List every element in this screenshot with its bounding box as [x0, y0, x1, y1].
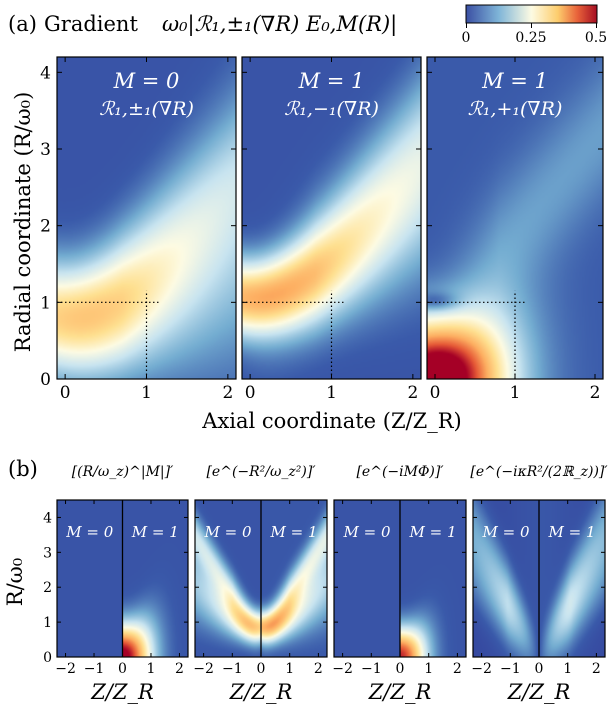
panel-a-heatmap-0: 0 1 2 0 1 2 3 4 M = 0 ℛ₁,±₁(∇R) — [40, 56, 237, 403]
panel-b-xtick-1-4: 2 — [314, 661, 323, 677]
panel-a-xtick-1-0: 0 — [245, 383, 256, 403]
panel-a-xtick-1-2: 2 — [407, 383, 418, 403]
panel-a-M-label-1: M = 1 — [298, 69, 365, 93]
panel-b-xtick-3-3: 1 — [563, 661, 572, 677]
panel-b-xtick-2-1: −1 — [361, 661, 382, 677]
panel-b-xtick-0-3: 1 — [147, 661, 156, 677]
panel-b-xtick-2-2: 0 — [396, 661, 405, 677]
panel-a-heatmap-1: 0 1 2 M = 1 ℛ₁,−₁(∇R) — [241, 56, 422, 403]
panel-b-xtick-3-1: −1 — [500, 661, 521, 677]
panel-a-ytick-4: 4 — [40, 63, 51, 83]
panel-b-xlabel-2: Z/Z_R — [368, 680, 432, 704]
panel-a-ylabel: Radial coordinate (R/ω₀) — [11, 92, 35, 353]
panel-a-ytick-2: 2 — [40, 217, 51, 237]
panel-b-xtick-1-1: −1 — [222, 661, 243, 677]
panel-b-left-label-2: M = 0 — [342, 523, 390, 541]
panel-a-M-label-0: M = 0 — [113, 69, 180, 93]
panel-b-heatmaps: −2 −1 0 1 2 0 1 2 3 4 M = 0 M = 1 [(R/ω_z)^|M|]′ Z/Z_… — [43, 464, 608, 704]
panel-b-right-label-2: M = 1 — [408, 523, 456, 541]
panel-a-ytick-0: 0 — [40, 370, 51, 390]
panel-b-xtick-1-3: 1 — [285, 661, 294, 677]
panel-a-xtick-0-1: 1 — [141, 383, 152, 403]
panel-a-title-math: ω₀|ℛ₁,±₁(∇R) E₀,M(R)| — [162, 12, 397, 37]
panel-b-ytick-3: 3 — [43, 545, 52, 561]
panel-a-xtick-2-0: 0 — [430, 383, 441, 403]
panel-a-xtick-2-1: 1 — [510, 383, 521, 403]
panel-b-xlabel-0: Z/Z_R — [90, 680, 154, 704]
panel-b-xtick-0-0: −2 — [55, 661, 76, 677]
panel-b-right-label-1: M = 1 — [269, 523, 317, 541]
panel-b-heatmap-2: −2 −1 0 1 2 M = 0 M = 1 [e^(−iMΦ)]′ Z/Z_R — [332, 464, 467, 704]
panel-a-xtick-1-1: 1 — [326, 383, 337, 403]
panel-b-xtick-0-1: −1 — [84, 661, 105, 677]
panel-b-xtick-1-0: −2 — [193, 661, 214, 677]
colorbar-tick-0: 0 — [462, 30, 471, 46]
panel-a-xlabel: Axial coordinate (Z/Z_R) — [201, 409, 461, 433]
panel-b-left-label-0: M = 0 — [65, 523, 113, 541]
panel-b-right-label-0: M = 1 — [131, 523, 179, 541]
panel-b-ytick-0: 0 — [43, 650, 52, 666]
panel-a-op-label-0: ℛ₁,±₁(∇R) — [99, 98, 194, 120]
panel-a-title-prefix: Gradient — [44, 12, 138, 36]
panel-b-heatmap-3: −2 −1 0 1 2 M = 0 M = 1 [e^(−iκR²/(2ℝ_z))]′ Z/Z_… — [470, 464, 608, 704]
panel-a-ytick-1: 1 — [40, 293, 51, 313]
panel-b-xlabel-1: Z/Z_R — [229, 680, 293, 704]
panel-b-xtick-3-0: −2 — [471, 661, 492, 677]
panel-a-op-label-2: ℛ₁,+₁(∇R) — [468, 98, 563, 120]
panel-b-ylabel: R/ω₀ — [3, 558, 27, 606]
panel-b-xtick-3-2: 0 — [535, 661, 544, 677]
panel-b-xtick-2-3: 1 — [424, 661, 433, 677]
panel-b-heatmap-0: −2 −1 0 1 2 0 1 2 3 4 M = 0 M = 1 [(R/ω_z)^|M|]′ Z/Z_… — [43, 464, 189, 704]
colorbar-tick-2: 0.5 — [585, 30, 607, 46]
panel-a-M-label-2: M = 1 — [481, 69, 548, 93]
panel-a-op-label-1: ℛ₁,−₁(∇R) — [284, 98, 379, 120]
colorbar-tick-1: 0.25 — [515, 30, 546, 46]
panel-b-xtick-2-0: −2 — [332, 661, 353, 677]
panel-b-tag: (b) — [8, 457, 38, 481]
panel-b-xtick-0-2: 0 — [118, 661, 127, 677]
panel-b-heatmap-1: −2 −1 0 1 2 M = 0 M = 1 [e^(−R²/ω_z²)]′ Z/Z_R — [193, 464, 328, 704]
panel-b-xtick-0-4: 2 — [175, 661, 184, 677]
panel-b-ytick-1: 1 — [43, 615, 52, 631]
panel-a-xtick-2-2: 2 — [590, 383, 601, 403]
panel-a-ytick-3: 3 — [40, 140, 51, 160]
panel-b-ytick-4: 4 — [43, 510, 52, 526]
panel-b-factor-3: [e^(−iκR²/(2ℝ_z))]′ — [470, 464, 608, 480]
panel-b-xtick-2-4: 2 — [453, 661, 462, 677]
panel-b-left-label-1: M = 0 — [203, 523, 251, 541]
panel-b-right-label-3: M = 1 — [547, 523, 595, 541]
panel-a-tag: (a) — [8, 12, 37, 36]
panel-a-xtick-0-0: 0 — [60, 383, 71, 403]
panel-b-factor-1: [e^(−R²/ω_z²)]′ — [206, 464, 316, 480]
panel-b-factor-0: [(R/ω_z)^|M|]′ — [72, 464, 174, 480]
panel-b-xtick-3-4: 2 — [592, 661, 601, 677]
panel-a-xtick-0-2: 2 — [222, 383, 233, 403]
panel-a-heatmap-2: 0 1 2 M = 1 ℛ₁,+₁(∇R) — [426, 56, 604, 403]
panel-b-left-label-3: M = 0 — [481, 523, 529, 541]
panel-b-factor-2: [e^(−iMΦ)]′ — [356, 464, 444, 480]
panel-b-xtick-1-2: 0 — [257, 661, 266, 677]
panel-b-ytick-2: 2 — [43, 580, 52, 596]
colorbar: 0 0.25 0.5 — [462, 4, 607, 46]
panel-b-xlabel-3: Z/Z_R — [507, 680, 571, 704]
